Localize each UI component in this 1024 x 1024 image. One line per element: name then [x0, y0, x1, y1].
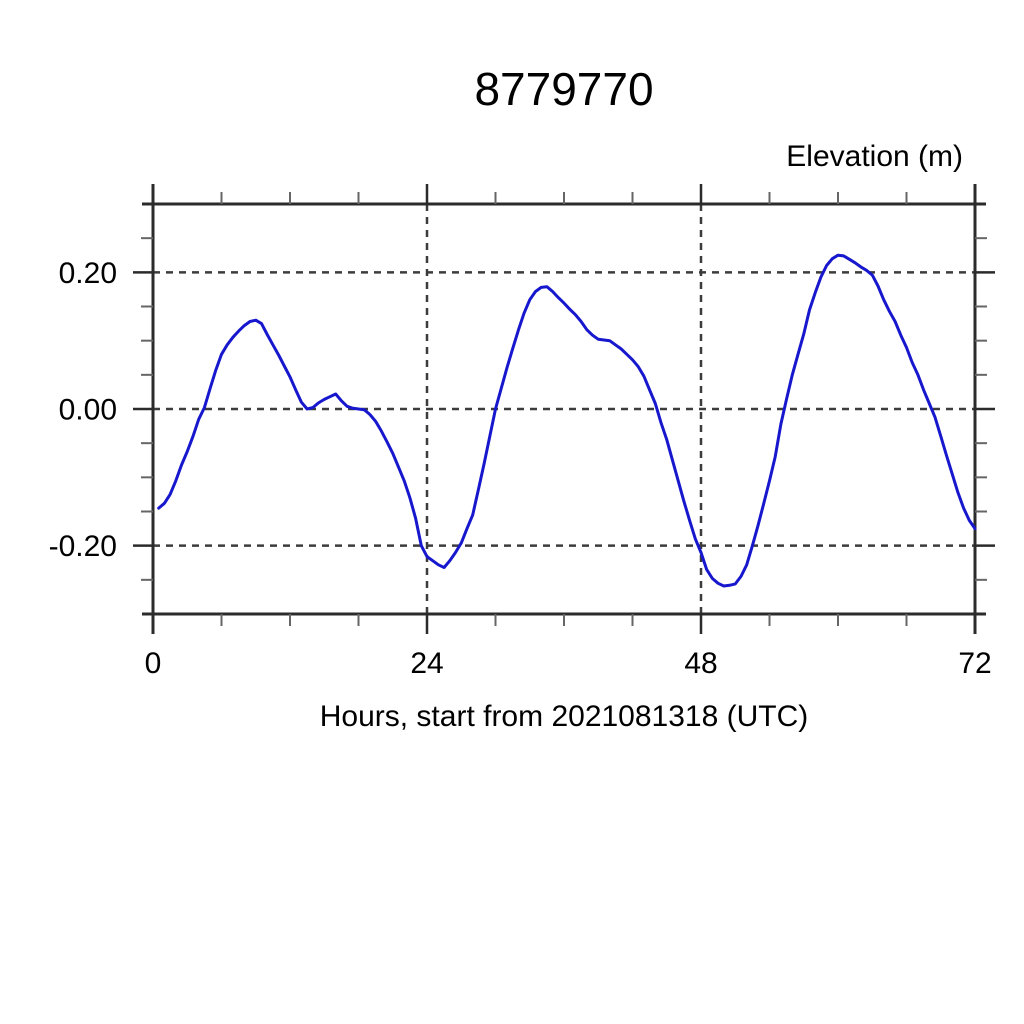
- x-axis-label: Hours, start from 2021081318 (UTC): [319, 700, 809, 733]
- axis-ticks: [133, 184, 995, 634]
- x-tick-label-72: 72: [958, 647, 991, 680]
- x-tick-label-24: 24: [410, 647, 443, 680]
- gridlines: [153, 204, 975, 614]
- tick-labels: 0 24 48 72 -0.20 0.00 0.20: [49, 257, 992, 680]
- x-tick-label-48: 48: [684, 647, 717, 680]
- y-tick-label-0.20: 0.20: [59, 257, 117, 290]
- y-axis-unit-label: Elevation (m): [786, 140, 963, 173]
- chart-title: 8779770: [474, 63, 654, 115]
- x-tick-label-0: 0: [145, 647, 162, 680]
- y-tick-label-0.00: 0.00: [59, 394, 117, 427]
- series-elevation: [157, 253, 977, 588]
- y-tick-label--0.20: -0.20: [49, 530, 117, 563]
- elevation-curve: [157, 253, 977, 588]
